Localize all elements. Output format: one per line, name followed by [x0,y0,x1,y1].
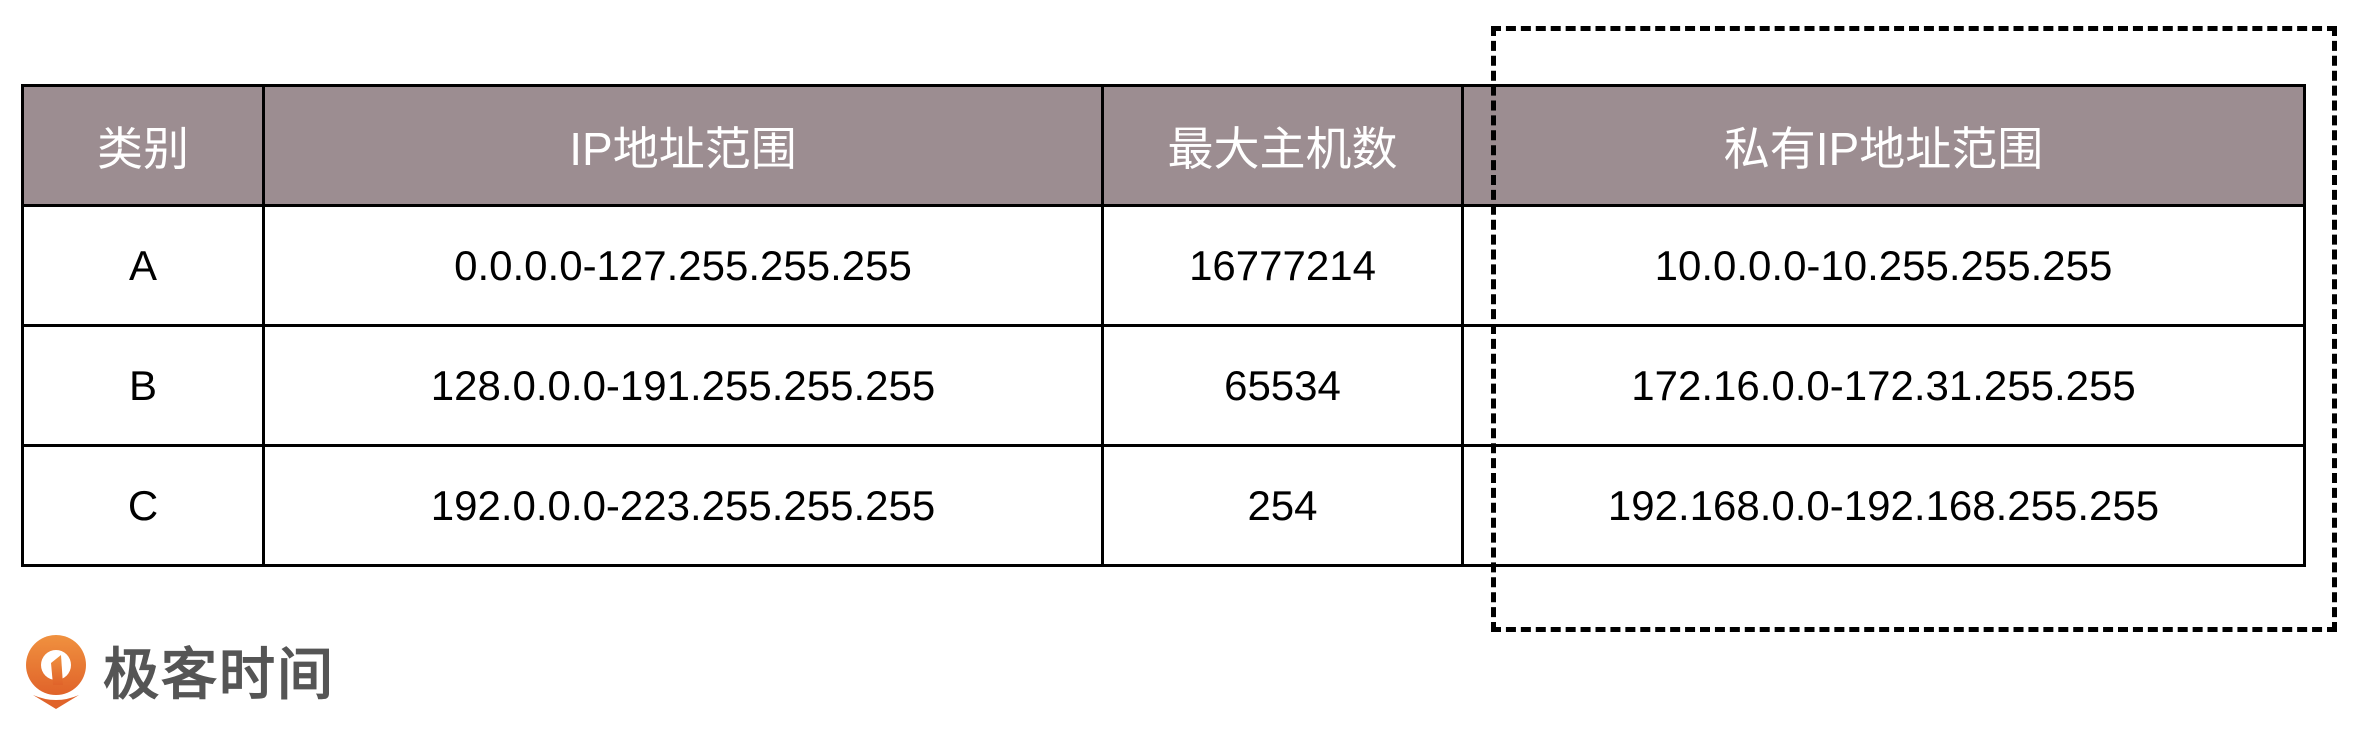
header-max-hosts: 最大主机数 [1101,84,1464,207]
logo: 极客时间 [21,630,335,711]
table-row: C 192.0.0.0-223.255.255.255 254 192.168.… [21,444,2306,567]
cell-ip-range: 128.0.0.0-191.255.255.255 [262,324,1104,447]
header-class: 类别 [21,84,265,207]
cell-max-hosts: 65534 [1101,324,1464,447]
cell-class: B [21,324,265,447]
header-private-range: 私有IP地址范围 [1461,84,2306,207]
cell-ip-range: 0.0.0.0-127.255.255.255 [262,204,1104,327]
table-row: B 128.0.0.0-191.255.255.255 65534 172.16… [21,324,2306,447]
logo-text: 极客时间 [103,643,335,708]
cell-class: A [21,204,265,327]
ip-class-table: 类别 IP地址范围 最大主机数 私有IP地址范围 A 0.0.0.0-127.2… [21,84,2306,567]
cell-ip-range: 192.0.0.0-223.255.255.255 [262,444,1104,567]
header-ip-range: IP地址范围 [262,84,1104,207]
cell-class: C [21,444,265,567]
cell-private-range: 172.16.0.0-172.31.255.255 [1461,324,2306,447]
geektime-logo-icon [26,634,86,709]
cell-private-range: 10.0.0.0-10.255.255.255 [1461,204,2306,327]
header-row: 类别 IP地址范围 最大主机数 私有IP地址范围 [21,84,2306,207]
cell-private-range: 192.168.0.0-192.168.255.255 [1461,444,2306,567]
cell-max-hosts: 254 [1101,444,1464,567]
table-row: A 0.0.0.0-127.255.255.255 16777214 10.0.… [21,204,2306,327]
cell-max-hosts: 16777214 [1101,204,1464,327]
